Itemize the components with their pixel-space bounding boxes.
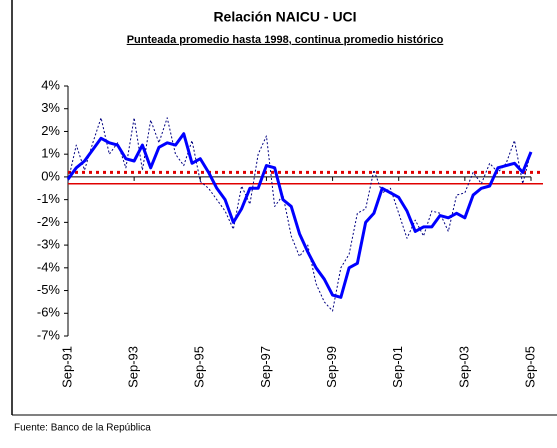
x-tick-label: Sep-93 xyxy=(126,346,141,388)
x-tick-label: Sep-01 xyxy=(390,346,405,388)
x-tick-label: Sep-99 xyxy=(324,346,339,388)
y-tick-label: -4% xyxy=(37,259,61,274)
source-note: Fuente: Banco de la República xyxy=(14,423,151,434)
chart-title: Relación NAICU - UCI xyxy=(213,9,356,25)
x-tick-label: Sep-97 xyxy=(258,346,273,388)
y-tick-label: 3% xyxy=(41,100,60,115)
y-tick-label: -5% xyxy=(37,282,61,297)
y-tick-label: -2% xyxy=(37,214,61,229)
y-tick-label: 4% xyxy=(41,77,60,92)
x-tick-label: Sep-03 xyxy=(456,346,471,388)
y-tick-label: -7% xyxy=(37,327,61,342)
x-tick-label: Sep-95 xyxy=(192,346,207,388)
y-tick-label: 1% xyxy=(41,146,60,161)
y-tick-label: -3% xyxy=(37,237,61,252)
y-tick-label: -1% xyxy=(37,191,61,206)
x-tick-label: Sep-91 xyxy=(59,346,74,388)
x-tick-label: Sep-05 xyxy=(522,346,537,388)
series-line xyxy=(66,132,533,299)
y-tick-label: 2% xyxy=(41,123,60,138)
y-tick-label: -6% xyxy=(37,305,61,320)
chart-subtitle: Punteada promedio hasta 1998, continua p… xyxy=(127,34,444,46)
y-tick-label: 0% xyxy=(41,168,60,183)
